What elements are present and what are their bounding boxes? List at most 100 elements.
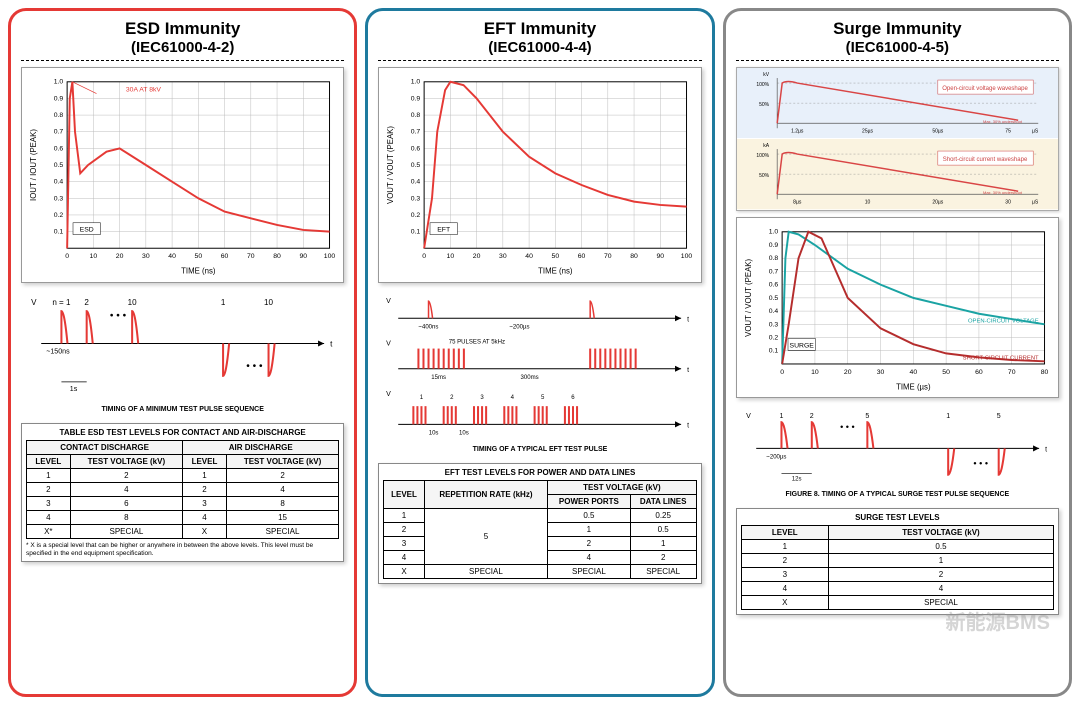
table-cell: 3 [27, 496, 71, 510]
svg-text:50%: 50% [759, 173, 770, 179]
subtitle-text: (IEC61000-4-4) [378, 39, 701, 56]
subtitle-text: (IEC61000-4-2) [21, 39, 344, 56]
svg-text:V: V [386, 391, 391, 398]
svg-text:0.2: 0.2 [768, 334, 778, 341]
table-cell: 1 [741, 539, 828, 553]
svg-text:0.1: 0.1 [768, 347, 778, 354]
svg-text:30: 30 [1005, 200, 1011, 206]
table-cell: 0.5 [548, 509, 631, 523]
svg-text:70: 70 [247, 253, 255, 260]
svg-text:IOUT / IOUT (PEAK): IOUT / IOUT (PEAK) [29, 129, 38, 201]
svg-text:n = 1: n = 1 [52, 298, 71, 307]
svg-text:Max. 30% undershoot: Max. 30% undershoot [983, 191, 1023, 196]
svg-text:75 PULSES AT 5kHz: 75 PULSES AT 5kHz [449, 339, 505, 345]
table-cell: 2 [27, 482, 71, 496]
table-cell: 2 [828, 567, 1053, 581]
svg-text:TIME (ns): TIME (ns) [181, 267, 216, 276]
svg-text:60: 60 [578, 253, 586, 260]
table-cell: X* [27, 524, 71, 538]
svg-text:0.3: 0.3 [411, 195, 421, 202]
esd-table: CONTACT DISCHARGEAIR DISCHARGE LEVELTEST… [26, 440, 339, 539]
svg-text:1: 1 [420, 395, 424, 401]
col-header: LEVEL [27, 454, 71, 468]
esd-footnote: * X is a special level that can be highe… [26, 542, 339, 558]
table-cell: 0.5 [828, 539, 1053, 553]
table-cell: 3 [384, 537, 424, 551]
surge-table-wrap: SURGE TEST LEVELS LEVELTEST VOLTAGE (kV)… [736, 508, 1059, 615]
svg-text:40: 40 [526, 253, 534, 260]
svg-text:40: 40 [909, 368, 917, 375]
svg-text:0: 0 [65, 253, 69, 260]
table-cell: 1 [384, 509, 424, 523]
svg-text:100: 100 [324, 253, 336, 260]
svg-text:µS: µS [1032, 128, 1039, 134]
svg-text:• • •: • • • [110, 310, 127, 321]
surge-panel: Surge Immunity (IEC61000-4-5) Open-circu… [723, 8, 1072, 697]
table-cell: 1 [27, 468, 71, 482]
svg-text:5: 5 [865, 413, 869, 420]
svg-text:50: 50 [942, 368, 950, 375]
table-row: 1212 [27, 468, 339, 482]
surge-pulse-figure: Vt12515• • •• • •~200µs12s FIGURE 8. TIM… [736, 408, 1059, 498]
svg-text:t: t [687, 422, 689, 429]
table-cell: 4 [183, 510, 227, 524]
svg-text:0.2: 0.2 [411, 212, 421, 219]
table-cell: 2 [183, 482, 227, 496]
svg-text:5: 5 [541, 395, 545, 401]
svg-text:1: 1 [221, 298, 226, 307]
table-row: 10.5 [741, 539, 1053, 553]
table-cell: 0.5 [630, 523, 696, 537]
svg-text:50: 50 [195, 253, 203, 260]
table-cell: 1 [630, 537, 696, 551]
svg-text:V: V [386, 340, 391, 347]
table-cell: 2 [548, 537, 631, 551]
svg-text:50µs: 50µs [932, 128, 943, 134]
eft-table: LEVEL REPETITION RATE (kHz) TEST VOLTAGE… [383, 480, 696, 579]
svg-text:90: 90 [299, 253, 307, 260]
svg-text:TIME (ns): TIME (ns) [538, 267, 573, 276]
svg-text:0.1: 0.1 [54, 229, 64, 236]
table-row: 44 [741, 581, 1053, 595]
svg-text:1.0: 1.0 [411, 79, 421, 86]
table-cell: 15 [226, 510, 339, 524]
watermark: 新能源BMS [946, 606, 1050, 635]
col-header: LEVEL [183, 454, 227, 468]
svg-text:300ms: 300ms [521, 374, 539, 380]
subtitle-text: (IEC61000-4-5) [736, 39, 1059, 56]
group-header: CONTACT DISCHARGE [27, 440, 183, 454]
svg-text:0.1: 0.1 [411, 229, 421, 236]
svg-text:0.8: 0.8 [411, 112, 421, 119]
svg-text:30: 30 [876, 368, 884, 375]
svg-text:2: 2 [84, 298, 89, 307]
table-cell: 2 [741, 553, 828, 567]
col-header: TEST VOLTAGE (kV) [828, 525, 1053, 539]
svg-text:Max. 30% undershoot: Max. 30% undershoot [983, 119, 1023, 124]
svg-text:4: 4 [511, 395, 515, 401]
svg-text:0: 0 [780, 368, 784, 375]
table-cell: 2 [70, 468, 183, 482]
svg-text:10s: 10s [429, 430, 439, 436]
surge-pulse-caption: FIGURE 8. TIMING OF A TYPICAL SURGE TEST… [736, 491, 1059, 498]
svg-text:0.7: 0.7 [411, 129, 421, 136]
esd-panel: ESD Immunity (IEC61000-4-2) 010203040506… [8, 8, 357, 697]
svg-text:0.7: 0.7 [54, 129, 64, 136]
svg-text:20: 20 [844, 368, 852, 375]
svg-text:0.6: 0.6 [768, 281, 778, 288]
table-cell: SPECIAL [226, 524, 339, 538]
svg-text:10s: 10s [459, 430, 469, 436]
svg-text:kA: kA [763, 143, 770, 149]
svg-text:~400ns: ~400ns [419, 324, 439, 330]
svg-text:10: 10 [864, 200, 870, 206]
esd-title: ESD Immunity (IEC61000-4-2) [21, 19, 344, 61]
svg-text:TIME (µs): TIME (µs) [896, 382, 931, 391]
surge-top-charts: Open-circuit voltage waveshape100%50%kV1… [736, 67, 1059, 211]
table-row: 2424 [27, 482, 339, 496]
svg-text:EFT: EFT [438, 227, 452, 234]
col-header: REPETITION RATE (kHz) [424, 481, 547, 509]
svg-text:SURGE: SURGE [789, 342, 814, 349]
table-cell: 8 [70, 510, 183, 524]
svg-text:kV: kV [763, 72, 770, 78]
svg-text:30A AT 8kV: 30A AT 8kV [126, 87, 162, 94]
table-row: 21 [741, 553, 1053, 567]
table-cell: 2 [630, 551, 696, 565]
